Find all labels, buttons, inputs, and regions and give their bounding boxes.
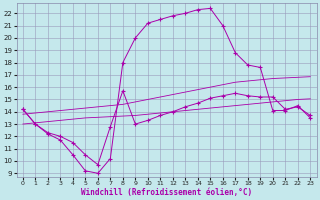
X-axis label: Windchill (Refroidissement éolien,°C): Windchill (Refroidissement éolien,°C) [81,188,252,197]
